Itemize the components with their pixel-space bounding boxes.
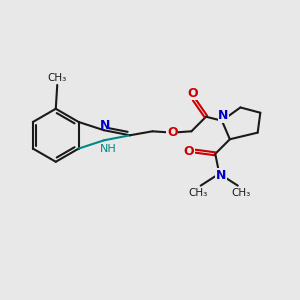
Text: NH: NH — [100, 144, 117, 154]
Text: N: N — [100, 119, 111, 132]
Text: CH₃: CH₃ — [231, 188, 250, 198]
Text: CH₃: CH₃ — [188, 188, 207, 198]
Text: N: N — [218, 109, 229, 122]
Text: CH₃: CH₃ — [48, 74, 67, 83]
Text: N: N — [215, 169, 226, 182]
Text: O: O — [187, 86, 198, 100]
Text: O: O — [167, 126, 178, 139]
Text: O: O — [184, 145, 194, 158]
